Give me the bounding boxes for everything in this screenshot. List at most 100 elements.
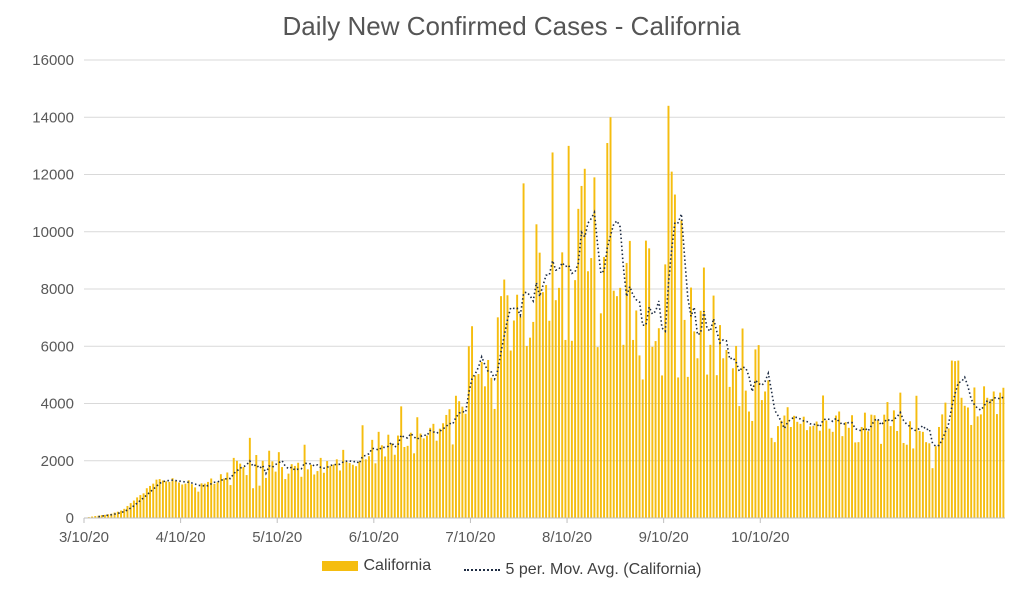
bar [232,457,235,518]
bar [587,271,589,518]
bar [178,482,180,518]
bar [722,358,725,518]
bar [580,185,583,518]
bar [277,452,280,518]
y-tick-label: 0 [66,510,74,527]
bar [142,493,145,518]
x-tick-label: 5/10/20 [252,529,302,546]
bar [809,426,812,518]
bar [741,328,744,518]
bar [264,477,267,518]
bar [570,340,573,518]
bar [989,399,992,518]
legend-swatch-dotted-line [463,569,500,571]
bar [274,471,277,518]
bar [442,423,445,518]
bar [918,430,921,518]
x-tick-label: 10/10/20 [731,529,789,546]
bar [876,420,879,518]
bar [757,345,760,518]
bar [538,252,541,519]
bar [558,287,560,518]
bar [976,416,979,518]
bar [91,516,94,518]
bar [641,379,644,518]
bar [738,406,741,518]
bar [94,515,97,518]
bar [229,485,232,518]
bar [983,386,986,518]
bar [815,421,818,518]
bar [812,425,815,518]
bar [786,407,789,518]
bar [351,464,354,518]
bar [805,430,808,518]
bar [548,320,551,518]
bar [100,515,103,518]
bar [841,436,844,518]
bar [416,417,419,518]
bar [889,426,892,518]
bar [947,428,950,518]
bar [709,344,712,518]
bar [635,310,638,518]
y-tick-label: 2000 [41,453,74,470]
bar [593,177,596,519]
bar [541,292,544,518]
bar [921,431,924,518]
gridlines [84,59,1005,462]
bar [194,487,197,518]
bar [348,463,351,518]
bar [612,290,615,518]
bar [529,337,531,518]
bar [165,481,168,518]
bar [293,465,296,518]
y-axis-ticks: 0 2000 4000 6000 8000 10000 12000 14000 16000 [32,52,74,527]
y-tick-label: 12000 [32,167,74,184]
bar [364,459,367,518]
bar [615,296,618,518]
bar [831,431,834,518]
bar [728,386,731,518]
bar [938,426,940,518]
bar [152,483,155,518]
bar [335,459,338,518]
bar [725,349,728,518]
bar [796,421,799,518]
bar [322,472,325,518]
bar [731,368,734,518]
bar [413,453,416,518]
bar [690,287,692,518]
bar [252,488,255,518]
bar [783,415,786,518]
bar [767,380,770,518]
bar [609,117,612,518]
bar [973,387,976,518]
bar [622,344,625,518]
bar [110,513,113,518]
bar [834,415,837,518]
bar [187,480,190,518]
bar [184,483,187,518]
bar [454,395,457,518]
bar [303,444,306,518]
bar [103,514,106,518]
bar [445,414,448,518]
bar [860,426,863,518]
bar [770,437,773,518]
bar [210,478,213,518]
bar [648,248,651,519]
bar [628,240,631,518]
y-tick-label: 14000 [32,109,74,126]
y-tick-label: 16000 [32,52,74,69]
bar [896,430,899,518]
bar [149,485,151,518]
bar [281,467,284,518]
bar [883,414,886,518]
bar [458,401,461,518]
bar [319,457,322,518]
bar [683,319,686,518]
bar [751,420,754,518]
bar [909,421,911,518]
